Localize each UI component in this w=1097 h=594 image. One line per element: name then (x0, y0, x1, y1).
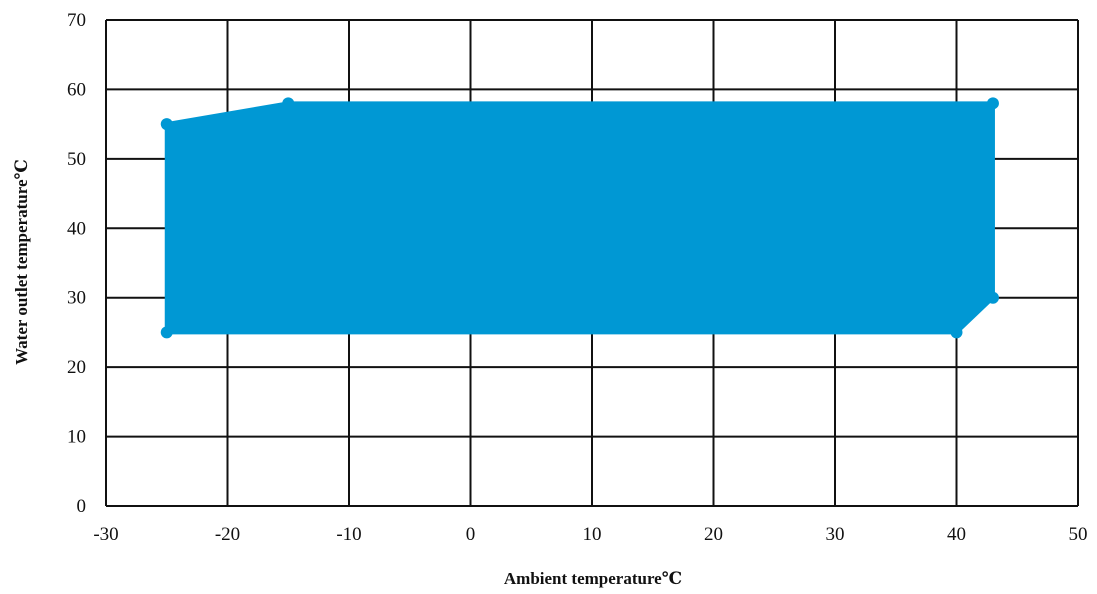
x-tick-label: -10 (336, 524, 361, 545)
x-tick-label: 20 (704, 524, 723, 545)
x-tick-label: -30 (93, 524, 118, 545)
x-tick-label: 30 (826, 524, 845, 545)
operating-area (160, 97, 999, 339)
x-tick-label: 10 (583, 524, 602, 545)
y-tick-label: 10 (67, 427, 86, 448)
vertex-point (986, 291, 999, 304)
operating-region-polygon (164, 101, 995, 335)
y-tick-label: 0 (77, 496, 87, 517)
y-axis-title: Water outlet temperature℃ (12, 159, 31, 365)
vertex-point (160, 118, 173, 131)
y-tick-label: 60 (67, 79, 86, 100)
vertex-point (160, 326, 173, 339)
x-tick-label: 50 (1069, 524, 1088, 545)
x-tick-label: 40 (947, 524, 966, 545)
vertex-point (282, 97, 295, 110)
y-tick-label: 50 (67, 149, 86, 170)
tick-labels: -30 -20 -10 0 10 20 30 40 50 0 10 20 30 40 50 60 70 (67, 10, 1088, 545)
x-tick-label: -20 (215, 524, 240, 545)
y-tick-label: 40 (67, 218, 86, 239)
y-tick-label: 30 (67, 288, 86, 309)
vertex-point (986, 97, 999, 110)
y-tick-label: 20 (67, 357, 86, 378)
y-tick-label: 70 (67, 10, 86, 31)
vertex-point (950, 326, 963, 339)
x-axis-title: Ambient temperature℃ (504, 569, 682, 588)
x-tick-label: 0 (466, 524, 476, 545)
